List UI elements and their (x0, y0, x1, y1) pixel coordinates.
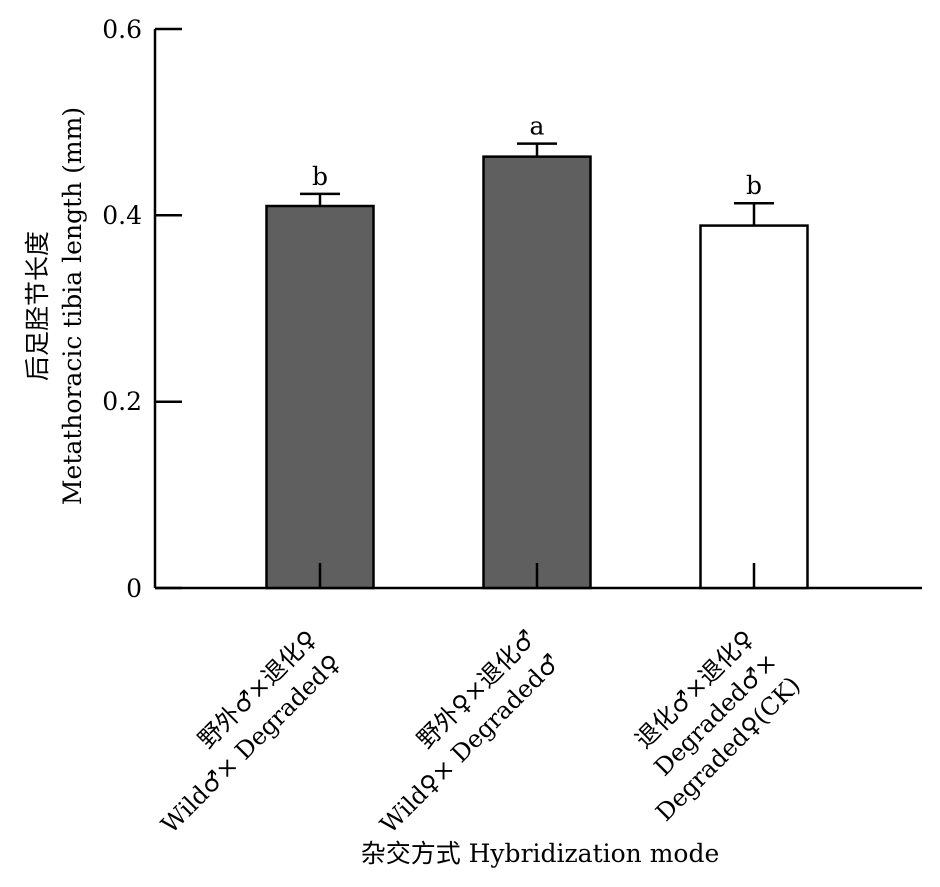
category-label-1: 野外♂×退化♀ Wild♂× Degraded♀ (156, 624, 346, 838)
category-label-3: 退化♂×退化♀ Degraded♂× Degraded♀(CK) (630, 624, 806, 826)
y-tick-label-1: 0.2 (102, 387, 142, 416)
bar-1 (265, 204, 375, 590)
y-axis-label-cn: 后足胫节长度 (23, 231, 52, 381)
bar-3 (699, 224, 809, 590)
bar-2 (482, 155, 592, 590)
category-label-2: 野外♀×退化♂ Wild♀× Degraded♂ (375, 624, 565, 838)
significance-letter-3: b (746, 171, 762, 200)
significance-letter-1: b (312, 162, 328, 191)
x-axis-label: 杂交方式 Hybridization mode (361, 839, 720, 868)
y-axis-label-en: Metathoracic tibia length (mm) (58, 107, 87, 505)
y-tick-label-0: 0 (126, 574, 142, 603)
y-axis-label: 后足胫节长度 Metathoracic tibia length (mm) (23, 107, 87, 505)
y-tick-label-2: 0.4 (102, 201, 142, 230)
y-tick-label-3: 0.6 (102, 15, 142, 44)
significance-letter-2: a (530, 112, 545, 141)
bars-group: b a b (265, 112, 809, 590)
